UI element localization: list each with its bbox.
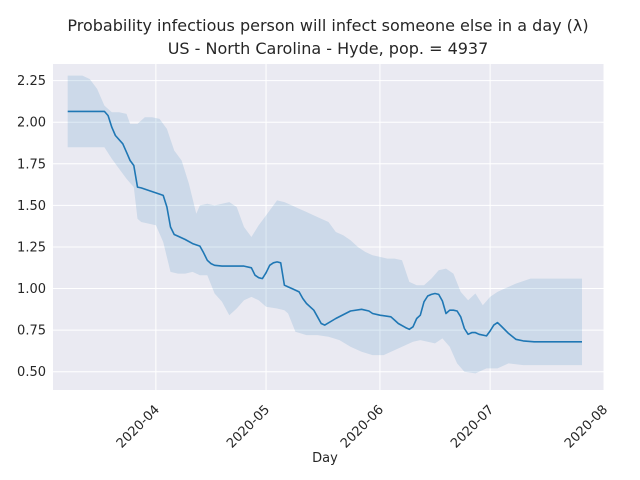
chart-title: Probability infectious person will infec… [67,16,588,35]
confidence-band [67,75,582,374]
x-tick-label: 2020-06 [338,402,387,451]
y-tick-label: 2.00 [17,116,46,131]
chart-subtitle: US - North Carolina - Hyde, pop. = 4937 [168,39,489,58]
x-tick-label: 2020-07 [448,402,497,451]
y-tick-label: 0.75 [17,324,46,339]
y-tick-label: 0.50 [17,365,46,380]
y-tick-labels: 0.50 0.75 1.00 1.25 1.50 1.75 2.00 2.25 [17,74,46,380]
gridlines [53,64,605,390]
y-tick-label: 1.50 [17,199,46,214]
x-tick-labels: 2020-04 2020-05 2020-06 2020-07 2020-08 [114,402,611,451]
y-tick-label: 1.25 [17,240,46,255]
x-tick-label: 2020-05 [224,402,273,451]
x-tick-label: 2020-04 [114,402,163,451]
lambda-line [67,110,582,343]
y-tick-label: 2.25 [17,74,46,89]
y-tick-label: 1.75 [17,157,46,172]
x-axis-label: Day [312,451,338,466]
x-tick-label: 2020-08 [562,402,611,451]
y-tick-label: 1.00 [17,282,46,297]
